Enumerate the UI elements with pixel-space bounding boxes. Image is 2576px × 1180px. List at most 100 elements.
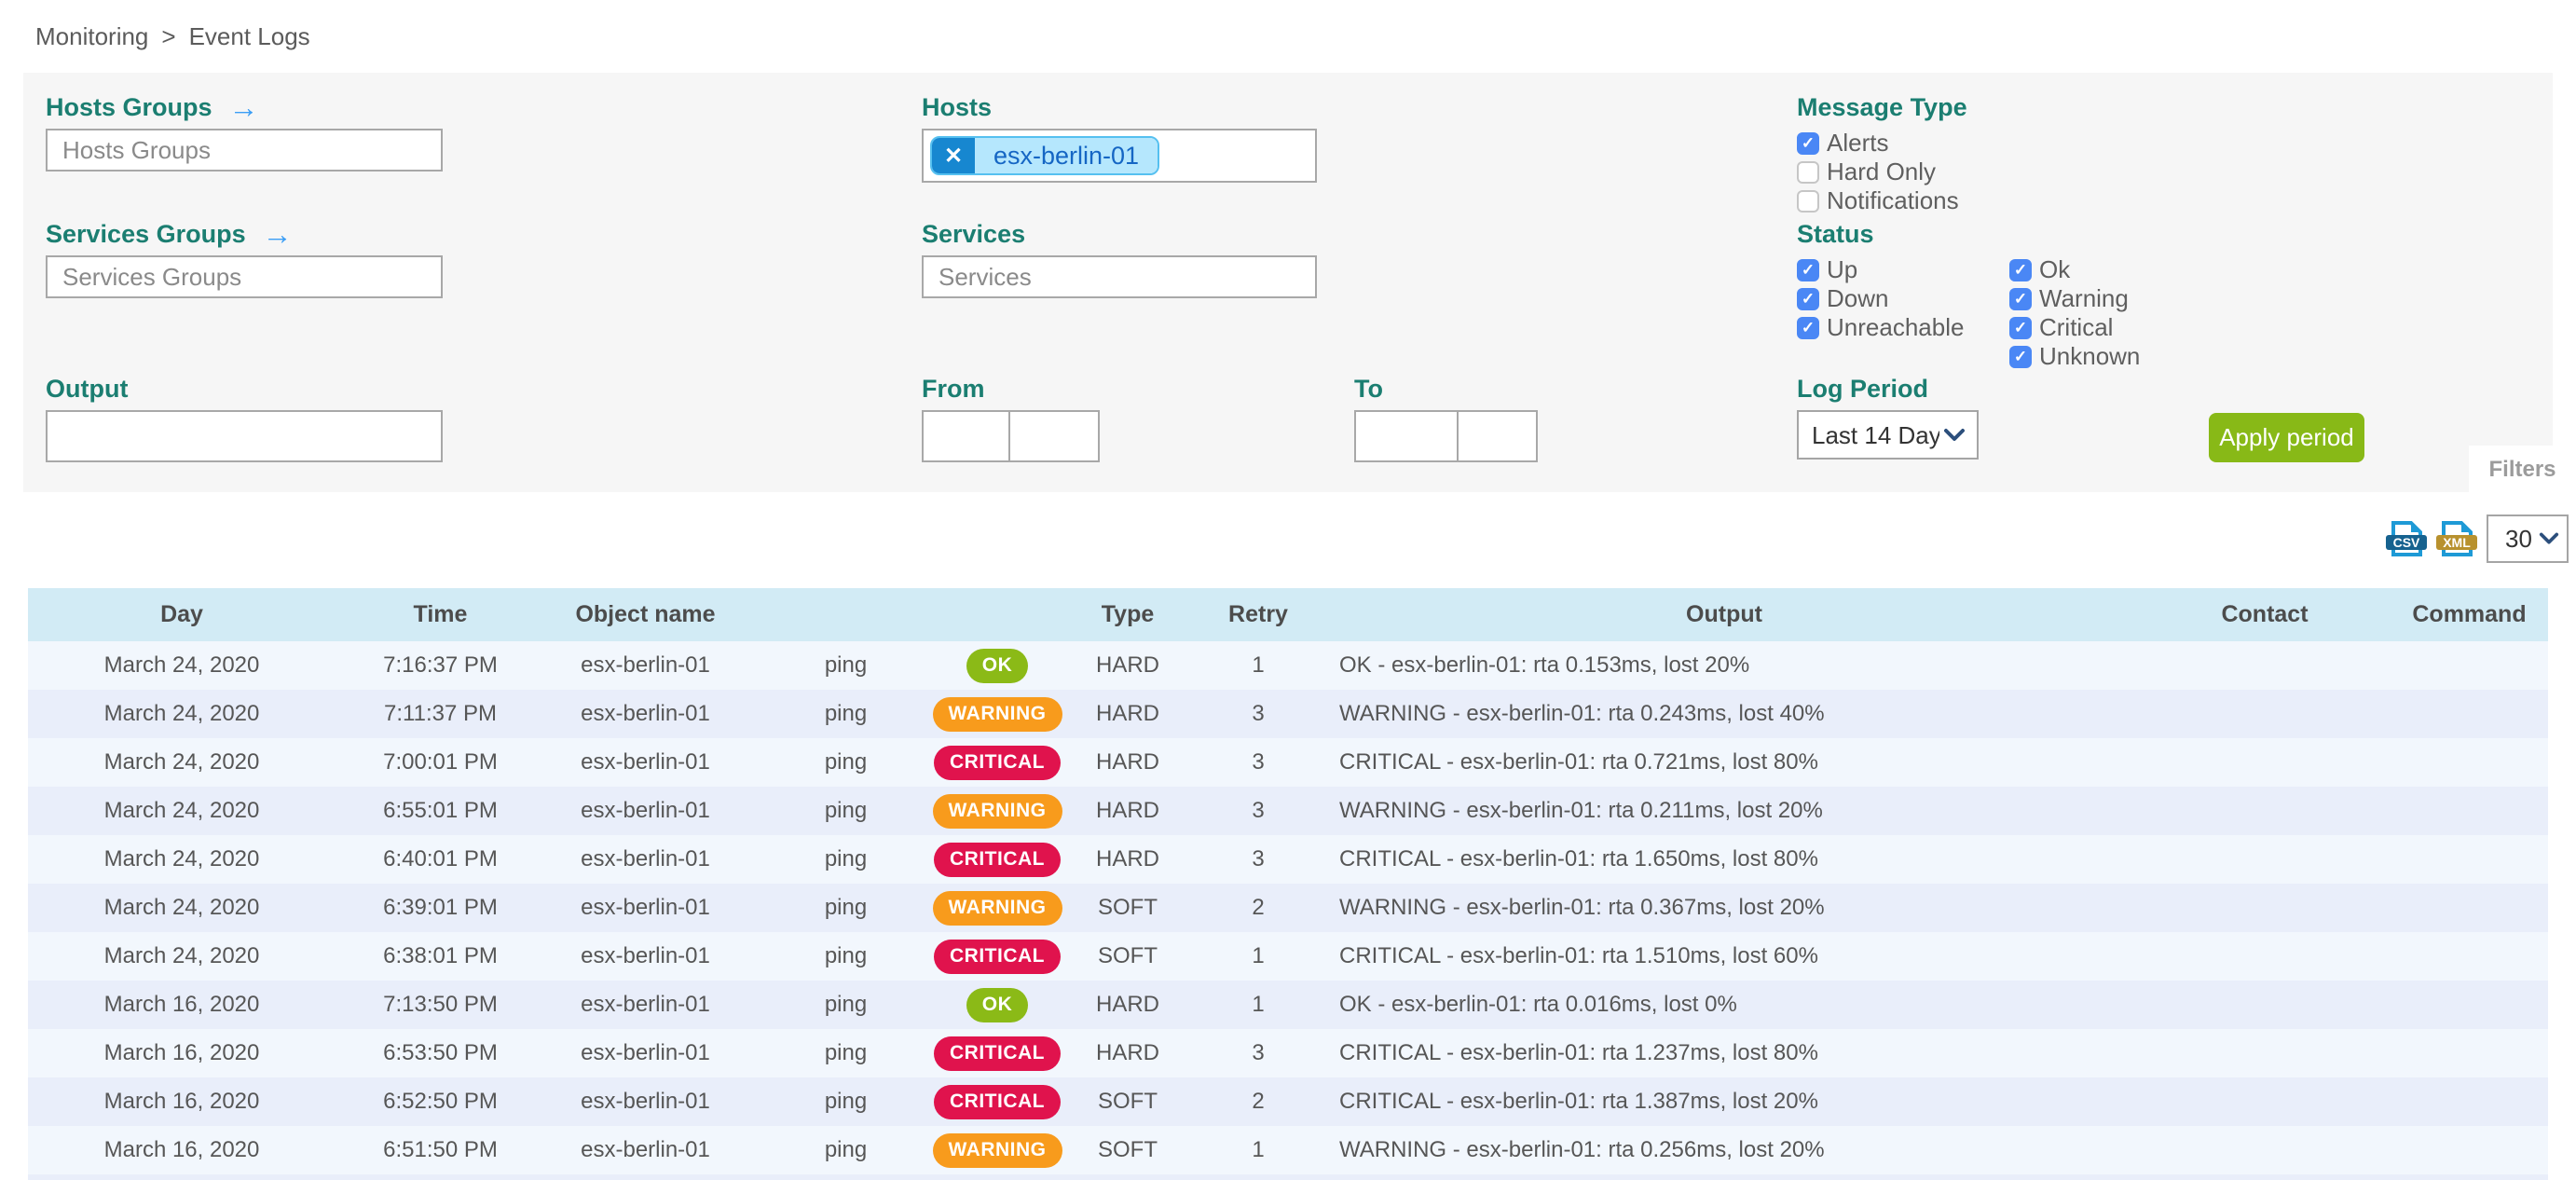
export-csv-icon[interactable]: CSV [2386, 521, 2427, 556]
cell-service: ping [824, 992, 868, 1017]
checkbox[interactable]: ✓ [2009, 287, 2032, 310]
checkbox-label: Hard Only [1827, 158, 1937, 185]
checkbox[interactable] [1797, 189, 1819, 213]
cell-retry: 1 [1252, 992, 1265, 1017]
services-input[interactable] [922, 255, 1317, 298]
cell-retry: 2 [1252, 1089, 1265, 1114]
table-row: March 24, 2020 7:00:01 PM esx-berlin-01 … [28, 738, 2548, 787]
table-row-partial [28, 1174, 2548, 1180]
checkbox-unknown[interactable]: ✓ Unknown [2009, 342, 2140, 371]
log-period-select[interactable]: Last 14 Days [1797, 410, 1979, 460]
checkbox-alerts[interactable]: ✓ Alerts [1797, 129, 1967, 158]
checkbox-warning[interactable]: ✓ Warning [2009, 284, 2140, 313]
hosts-input[interactable]: ✕ esx-berlin-01 [922, 129, 1317, 183]
cell-output: CRITICAL - esx-berlin-01: rta 0.721ms, l… [1339, 749, 1818, 775]
status-badge: CRITICAL [934, 1084, 1061, 1119]
hosts-groups-input[interactable] [46, 129, 443, 172]
output-group: Output [46, 373, 443, 462]
checkbox-down[interactable]: ✓ Down [1797, 284, 1964, 313]
cell-output: CRITICAL - esx-berlin-01: rta 1.387ms, l… [1339, 1089, 1818, 1114]
apply-period-button[interactable]: Apply period [2209, 413, 2364, 462]
cell-retry: 3 [1252, 1040, 1265, 1065]
cell-object-name: esx-berlin-01 [581, 1137, 710, 1162]
cell-contact [2139, 641, 2391, 690]
column-header-retry: Retry [1228, 601, 1288, 627]
checkbox[interactable]: ✓ [1797, 131, 1819, 155]
cell-output: CRITICAL - esx-berlin-01: rta 1.650ms, l… [1339, 846, 1818, 871]
cell-day: March 16, 2020 [103, 1089, 260, 1114]
cell-service: ping [824, 652, 868, 678]
chip-remove-icon[interactable]: ✕ [932, 138, 975, 173]
table-body: March 24, 2020 7:16:37 PM esx-berlin-01 … [28, 641, 2548, 1180]
cell-retry: 3 [1252, 798, 1265, 823]
status-badge: CRITICAL [934, 939, 1061, 974]
cell-time: 6:55:01 PM [383, 798, 498, 823]
cell-day: March 24, 2020 [103, 701, 260, 726]
cell-contact [2139, 1077, 2391, 1126]
page-size-select[interactable]: 30 [2487, 515, 2569, 563]
checkbox-label: Unreachable [1827, 313, 1965, 341]
host-chip[interactable]: ✕ esx-berlin-01 [930, 136, 1160, 175]
cell-retry: 2 [1252, 895, 1265, 920]
checkbox[interactable]: ✓ [2009, 258, 2032, 281]
cell-object-name: esx-berlin-01 [581, 652, 710, 678]
cell-output: WARNING - esx-berlin-01: rta 0.367ms, lo… [1339, 895, 1825, 920]
to-date-input[interactable] [1354, 410, 1459, 462]
checkbox-hard-only[interactable]: Hard Only [1797, 158, 1967, 186]
from-date-input[interactable] [922, 410, 1010, 462]
message-type-group: Message Type ✓ Alerts Hard Only Notifica… [1797, 91, 1967, 215]
arrow-right-icon[interactable]: → [262, 217, 293, 251]
from-time-input[interactable] [1010, 410, 1100, 462]
cell-service: ping [824, 798, 868, 823]
cell-type: HARD [1095, 652, 1159, 678]
column-header-command: Command [2412, 601, 2527, 627]
cell-day: March 16, 2020 [103, 992, 260, 1017]
cell-day: March 16, 2020 [103, 1137, 260, 1162]
services-groups-input[interactable] [46, 255, 443, 298]
cell-status: CRITICAL [934, 738, 1061, 787]
cell-object-name: esx-berlin-01 [581, 701, 710, 726]
cell-type: HARD [1095, 992, 1159, 1017]
column-header-service [746, 588, 946, 641]
to-time-input[interactable] [1459, 410, 1538, 462]
checkbox[interactable] [1797, 160, 1819, 184]
cell-object-name: esx-berlin-01 [581, 1040, 710, 1065]
arrow-right-icon[interactable]: → [228, 90, 259, 124]
checkbox-label: Ok [2039, 255, 2071, 283]
cell-status: WARNING [932, 690, 1062, 738]
cell-retry: 3 [1252, 846, 1265, 871]
filter-panel: Hosts Groups → Services Groups → Output … [23, 73, 2576, 494]
checkbox[interactable]: ✓ [2009, 316, 2032, 339]
table-header-row: Day Time Object name Type Retry Output C… [28, 588, 2548, 641]
checkbox-unreachable[interactable]: ✓ Unreachable [1797, 313, 1964, 342]
cell-type: HARD [1095, 798, 1159, 823]
checkbox[interactable]: ✓ [1797, 258, 1819, 281]
output-input[interactable] [46, 410, 443, 462]
table-row: March 24, 2020 7:16:37 PM esx-berlin-01 … [28, 641, 2548, 690]
cell-output: CRITICAL - esx-berlin-01: rta 1.237ms, l… [1339, 1040, 1818, 1065]
column-header-day: Day [160, 601, 203, 627]
checkbox[interactable]: ✓ [1797, 287, 1819, 310]
status-badge: OK [966, 987, 1029, 1022]
cell-object-name: esx-berlin-01 [581, 749, 710, 775]
column-header-output: Output [1686, 601, 1762, 627]
checkbox-notifications[interactable]: Notifications [1797, 186, 1967, 215]
cell-output: CRITICAL - esx-berlin-01: rta 1.510ms, l… [1339, 943, 1818, 968]
cell-command [2391, 1029, 2548, 1077]
breadcrumb-item-monitoring[interactable]: Monitoring [35, 21, 149, 50]
checkbox-label: Unknown [2039, 342, 2141, 370]
cell-day: March 24, 2020 [103, 895, 260, 920]
checkbox[interactable]: ✓ [1797, 316, 1819, 339]
cell-command [2391, 1077, 2548, 1126]
filters-tab[interactable]: Filters [2469, 446, 2576, 494]
checkbox-critical[interactable]: ✓ Critical [2009, 313, 2140, 342]
export-xml-icon[interactable]: XML [2436, 521, 2477, 556]
column-header-type: Type [1101, 601, 1155, 627]
cell-time: 6:53:50 PM [383, 1040, 498, 1065]
checkbox[interactable]: ✓ [2009, 345, 2032, 368]
table-row: March 16, 2020 6:53:50 PM esx-berlin-01 … [28, 1029, 2548, 1077]
cell-time: 6:39:01 PM [383, 895, 498, 920]
checkbox-up[interactable]: ✓ Up [1797, 255, 1964, 284]
checkbox-ok[interactable]: ✓ Ok [2009, 255, 2140, 284]
export-toolbar: CSV XML 30 [0, 515, 2569, 563]
